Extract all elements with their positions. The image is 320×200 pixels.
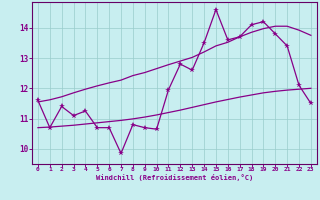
X-axis label: Windchill (Refroidissement éolien,°C): Windchill (Refroidissement éolien,°C) xyxy=(96,174,253,181)
